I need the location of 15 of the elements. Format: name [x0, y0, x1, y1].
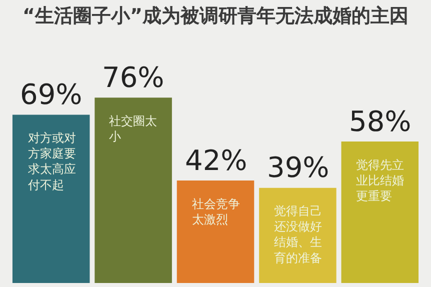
chart-title: “生活圈子小”成为被调研青年无法成婚的主因 — [22, 4, 408, 27]
bar — [341, 142, 419, 283]
data-label: 58% — [349, 105, 412, 138]
data-label: 76% — [102, 61, 164, 94]
bar — [12, 114, 90, 283]
x-tick-label: 对方或对方家庭要求太高应付不起 — [27, 131, 76, 192]
data-label: 42% — [185, 144, 248, 177]
x-tick-label: 社会竞争太激烈 — [192, 197, 240, 227]
x-tick-label: 社交圈太小 — [109, 114, 157, 144]
data-label: 69% — [20, 78, 82, 111]
x-tick-label: 觉得自己还没做好结婚、生育的准备 — [274, 204, 322, 265]
x-tick-label: 觉得先立业比结婚更重要 — [356, 158, 404, 204]
data-label: 39% — [267, 151, 330, 184]
bar — [94, 98, 172, 283]
bar — [176, 180, 254, 283]
